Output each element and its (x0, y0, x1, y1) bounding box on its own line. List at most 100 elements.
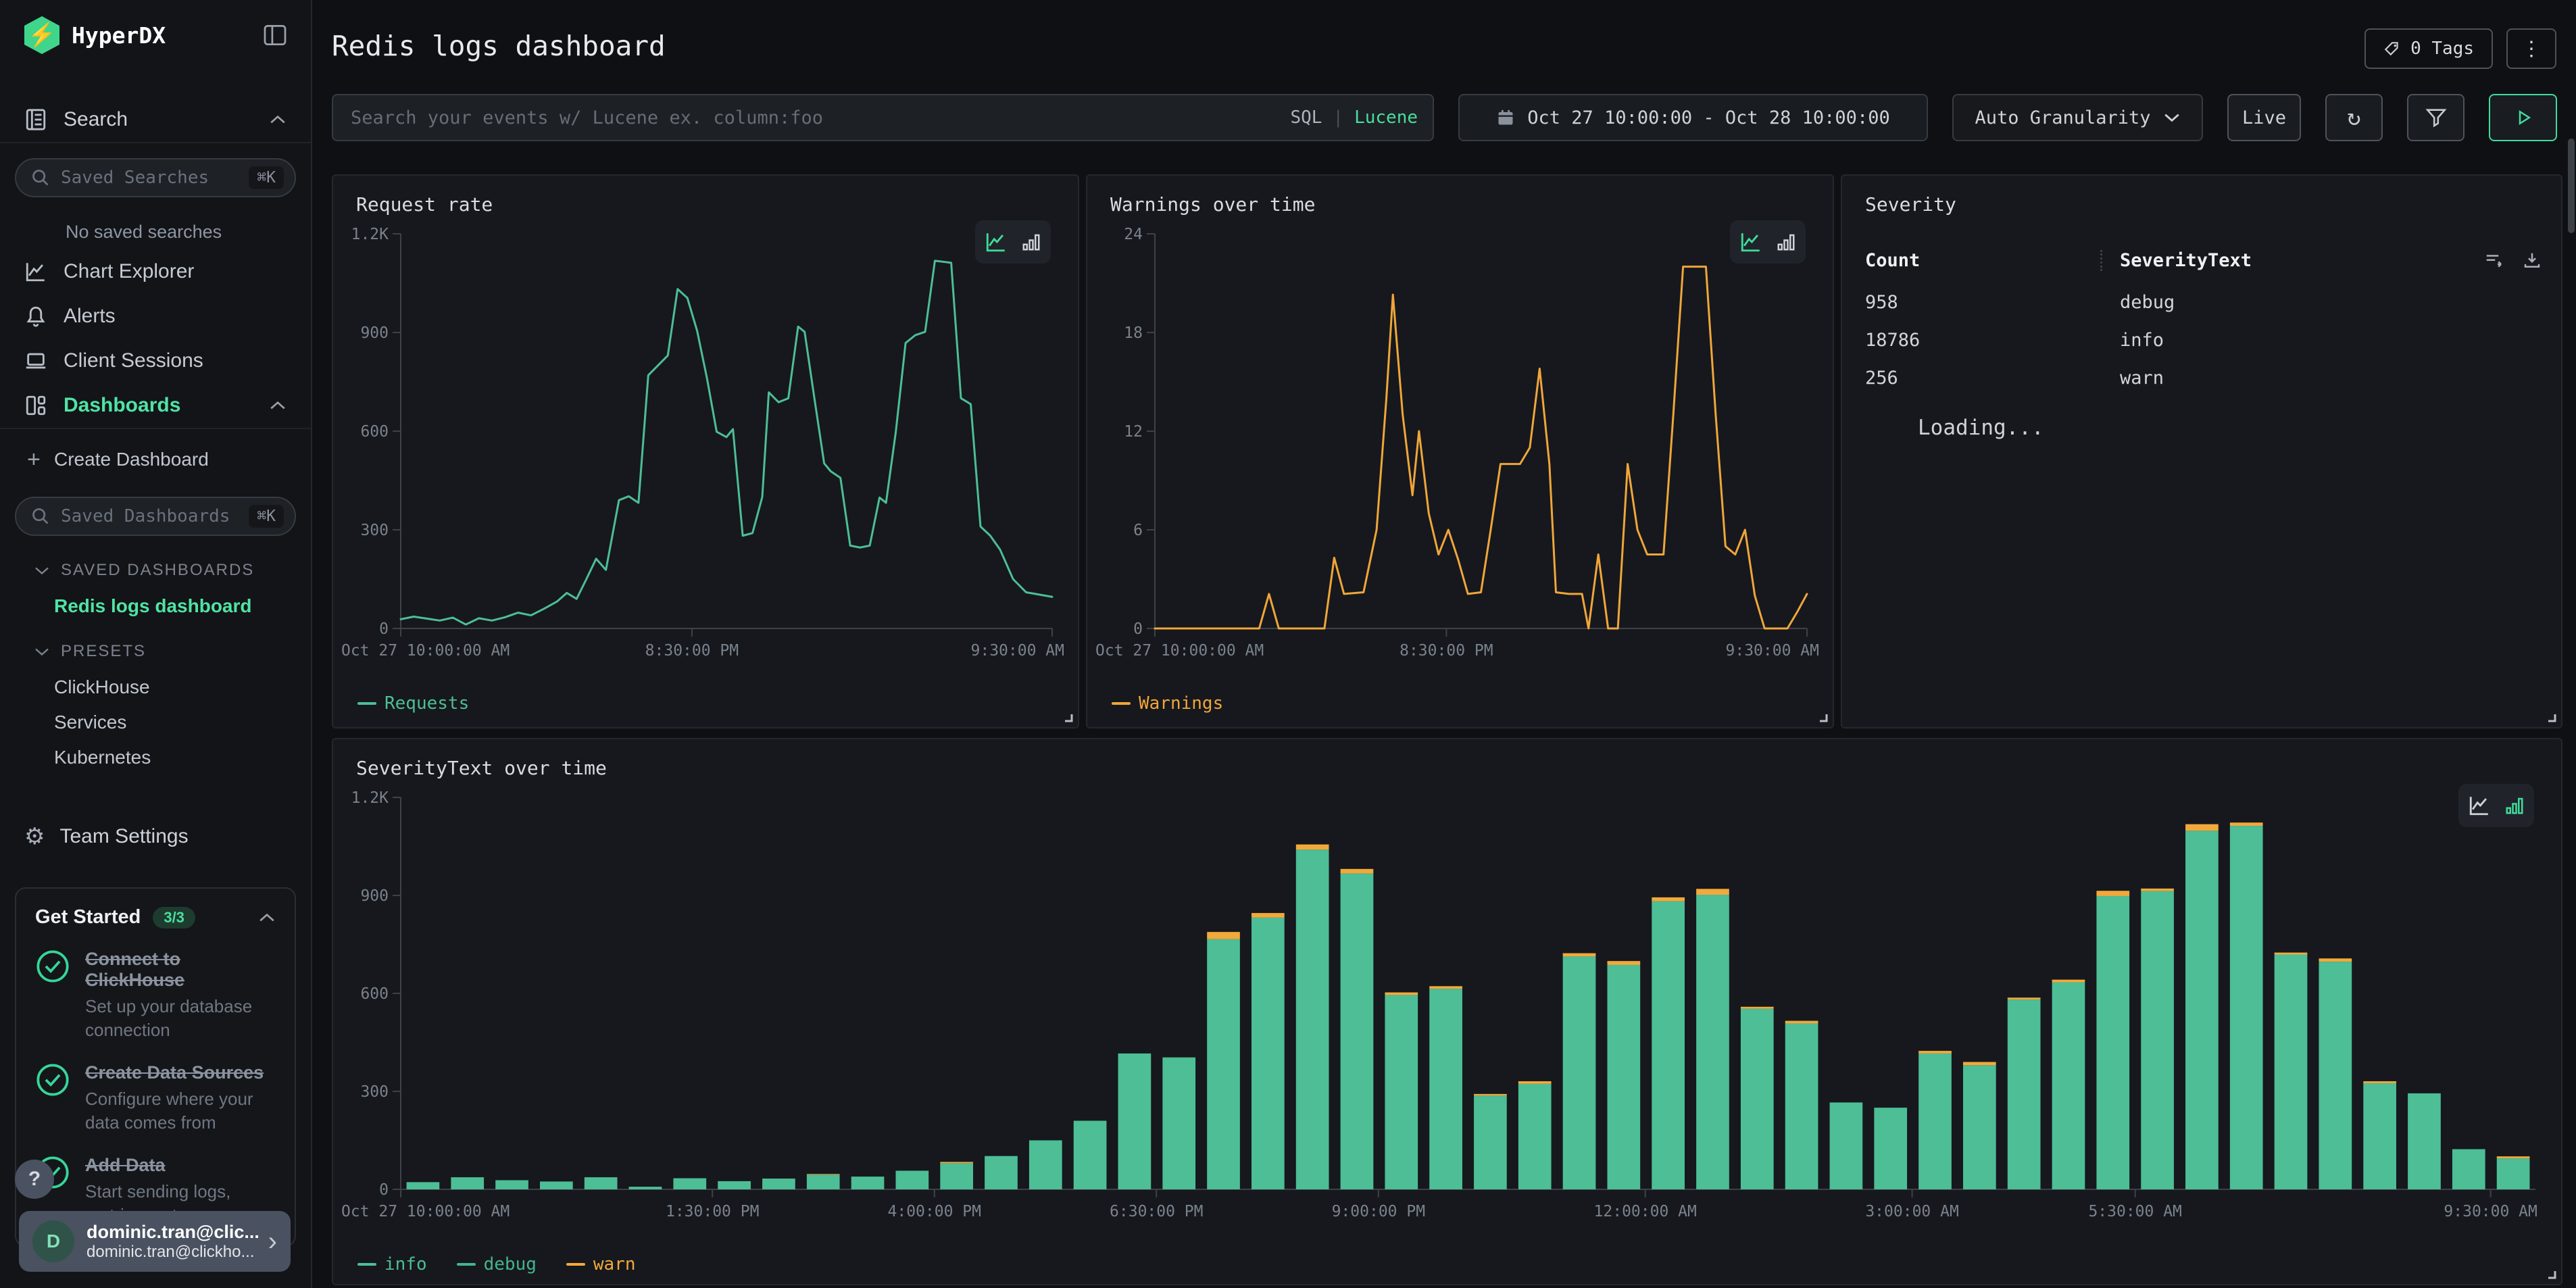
cell-count: 18786 (1865, 330, 1921, 351)
refresh-button[interactable]: ↻ (2325, 94, 2383, 141)
svg-text:3:00:00 AM: 3:00:00 AM (1865, 1203, 1958, 1220)
help-button[interactable]: ? (15, 1160, 54, 1199)
legend-swatch (357, 702, 376, 705)
sidebar-item-client-sessions[interactable]: Client Sessions (0, 339, 311, 383)
filter-button[interactable] (2407, 94, 2464, 141)
saved-dashboards-group[interactable]: SAVED DASHBOARDS (0, 552, 311, 589)
line-chart-icon[interactable] (2468, 794, 2491, 817)
svg-text:4:00:00 PM: 4:00:00 PM (888, 1203, 981, 1220)
cell-count: 958 (1865, 292, 1898, 313)
column-header-count[interactable]: Count (1865, 250, 1921, 271)
resize-handle-icon[interactable] (2545, 711, 2557, 723)
search-section-icon (24, 108, 47, 131)
group-label: SAVED DASHBOARDS (61, 561, 255, 579)
svg-text:Oct 27 10:00:00 AM: Oct 27 10:00:00 AM (341, 1203, 510, 1220)
query-language-toggle: SQL | Lucene (1290, 94, 1418, 141)
legend-item: warn (566, 1254, 636, 1274)
line-chart-icon[interactable] (985, 230, 1008, 253)
user-menu[interactable]: D dominic.tran@clic... dominic.tran@clic… (19, 1211, 291, 1272)
step-title: Create Data Sources (85, 1062, 264, 1083)
sql-toggle[interactable]: SQL (1290, 107, 1322, 128)
get-started-header[interactable]: Get Started 3/3 (35, 906, 276, 928)
date-range-value: Oct 27 10:00:00 - Oct 28 10:00:00 (1527, 107, 1890, 128)
panel-menu-button[interactable]: ⋮ (2506, 28, 2556, 69)
column-header-severitytext[interactable]: SeverityText (2100, 250, 2484, 271)
sidebar-item-team-settings[interactable]: ⚙ Team Settings (0, 813, 311, 860)
preset-link-services[interactable]: Services (54, 712, 127, 733)
svg-text:1.2K: 1.2K (351, 789, 389, 807)
get-started-step[interactable]: Connect to ClickHouse Set up your databa… (35, 949, 276, 1042)
preset-link-clickhouse[interactable]: ClickHouse (54, 676, 150, 697)
legend-label: warn (593, 1254, 636, 1274)
presets-group[interactable]: PRESETS (0, 633, 311, 670)
divider (0, 428, 311, 429)
plus-icon: + (27, 446, 41, 472)
loading-text: Loading... (1918, 416, 2044, 440)
panel-severity: Severity Count SeverityText 958 debug (1841, 174, 2562, 728)
resize-handle-icon[interactable] (2545, 1268, 2557, 1280)
line-chart-icon[interactable] (1739, 230, 1762, 253)
create-dashboard-button[interactable]: + Create Dashboard (0, 437, 311, 482)
collapse-sidebar-icon[interactable] (264, 25, 287, 45)
avatar: D (32, 1220, 74, 1262)
panel-title: Warnings over time (1110, 193, 1316, 216)
live-button[interactable]: Live (2227, 94, 2301, 141)
granularity-select[interactable]: Auto Granularity (1952, 94, 2203, 141)
brand[interactable]: ⚡ HyperDX (24, 16, 166, 54)
legend-swatch (456, 1263, 476, 1266)
lucene-toggle[interactable]: Lucene (1354, 107, 1418, 128)
table-row[interactable]: 18786 info (1865, 330, 2542, 351)
tags-button[interactable]: 0 Tags (2364, 28, 2493, 69)
kbd-shortcut: ⌘K (249, 505, 284, 528)
page-title: Redis logs dashboard (332, 30, 666, 62)
main-content: Redis logs dashboard 0 Tags ⋮ SQL | Luce… (312, 0, 2576, 1288)
laptop-icon (24, 349, 47, 372)
chevron-down-icon (34, 566, 50, 576)
table-row[interactable]: 256 warn (1865, 368, 2542, 389)
saved-searches-placeholder: Saved Searches (61, 168, 209, 188)
tag-icon (2383, 40, 2401, 57)
sidebar-item-alerts[interactable]: Alerts (0, 294, 311, 339)
svg-text:9:30:00 AM: 9:30:00 AM (1726, 642, 1819, 660)
scrollbar-thumb[interactable] (2568, 139, 2575, 233)
svg-text:900: 900 (360, 887, 389, 905)
svg-text:9:30:00 AM: 9:30:00 AM (2444, 1203, 2537, 1220)
panel-title: Severity (1865, 193, 1956, 216)
get-started-title: Get Started (35, 906, 141, 928)
bar-chart-icon[interactable] (1021, 232, 1041, 252)
date-range-picker[interactable]: Oct 27 10:00:00 - Oct 28 10:00:00 (1458, 94, 1928, 141)
event-search-input[interactable] (332, 94, 1434, 141)
svg-text:12: 12 (1124, 423, 1143, 441)
legend-item: Warnings (1112, 693, 1223, 714)
run-query-button[interactable] (2489, 94, 2557, 141)
user-email: dominic.tran@clickho... (86, 1242, 255, 1261)
svg-text:12:00:00 AM: 12:00:00 AM (1594, 1203, 1697, 1220)
table-row[interactable]: 958 debug (1865, 292, 2542, 313)
bar-chart-icon[interactable] (2504, 795, 2525, 816)
bar-chart-icon[interactable] (1776, 232, 1796, 252)
get-started-progress-badge: 3/3 (153, 906, 195, 928)
sidebar-item-chart-explorer[interactable]: Chart Explorer (0, 249, 311, 294)
sidebar-item-search[interactable]: Search (0, 97, 311, 142)
get-started-step[interactable]: Create Data Sources Configure where your… (35, 1062, 276, 1135)
sidebar-item-label: Chart Explorer (64, 260, 195, 282)
cell-severity: info (2120, 330, 2164, 351)
saved-dashboards-input[interactable]: Saved Dashboards ⌘K (15, 497, 296, 536)
sidebar-item-dashboards[interactable]: Dashboards (0, 383, 311, 428)
sidebar: ⚡ HyperDX Search Saved Searches ⌘K No s (0, 0, 312, 1288)
preset-link-kubernetes[interactable]: Kubernetes (54, 747, 151, 768)
panel-severitytext-over-time: SeverityText over time 0 300 600 900 1.2K Oct… (332, 738, 2562, 1285)
svg-text:0: 0 (379, 620, 389, 638)
resize-handle-icon[interactable] (1816, 711, 1829, 723)
svg-text:8:30:00 PM: 8:30:00 PM (1400, 642, 1493, 660)
granularity-value: Auto Granularity (1975, 107, 2151, 128)
download-icon[interactable] (2522, 251, 2542, 271)
saved-searches-input[interactable]: Saved Searches ⌘K (15, 158, 296, 197)
legend-label: Requests (385, 693, 470, 714)
dashboard-link-redis-logs[interactable]: Redis logs dashboard (54, 595, 252, 616)
legend-label: info (385, 1254, 427, 1274)
sort-rows-icon[interactable] (2484, 251, 2504, 271)
group-label: PRESETS (61, 642, 147, 660)
resize-handle-icon[interactable] (1062, 711, 1074, 723)
